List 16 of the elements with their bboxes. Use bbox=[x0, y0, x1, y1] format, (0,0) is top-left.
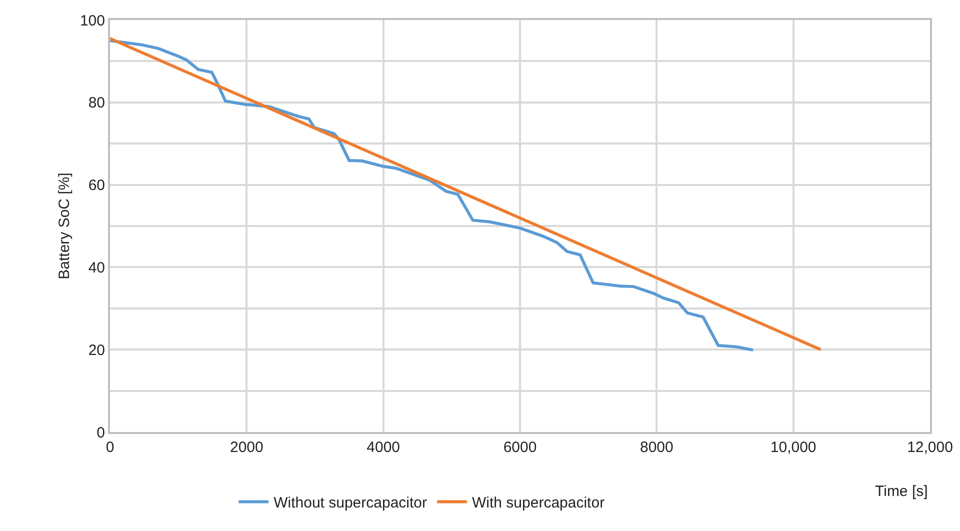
y-tick-label: 80 bbox=[88, 94, 105, 112]
y-tick-label: 100 bbox=[80, 12, 105, 30]
legend-label: Without supercapacitor bbox=[274, 494, 428, 512]
x-axis-title: Time [s] bbox=[875, 483, 928, 500]
x-tick-label: 10,000 bbox=[770, 439, 816, 456]
x-tick-label: 12,000 bbox=[907, 439, 953, 456]
y-axis-title: Battery SoC [%] bbox=[56, 172, 73, 280]
x-tick-label: 4000 bbox=[366, 439, 400, 456]
y-tick-label: 60 bbox=[88, 177, 105, 194]
legend-label: With supercapacitor bbox=[472, 494, 605, 512]
x-tick-label: 2000 bbox=[230, 439, 264, 456]
y-tick-label: 20 bbox=[88, 342, 105, 359]
x-tick-label: 6000 bbox=[503, 439, 537, 456]
y-tick-label: 0 bbox=[96, 424, 105, 442]
y-tick-label: 40 bbox=[88, 259, 105, 276]
x-tick-label: 8000 bbox=[640, 439, 674, 456]
